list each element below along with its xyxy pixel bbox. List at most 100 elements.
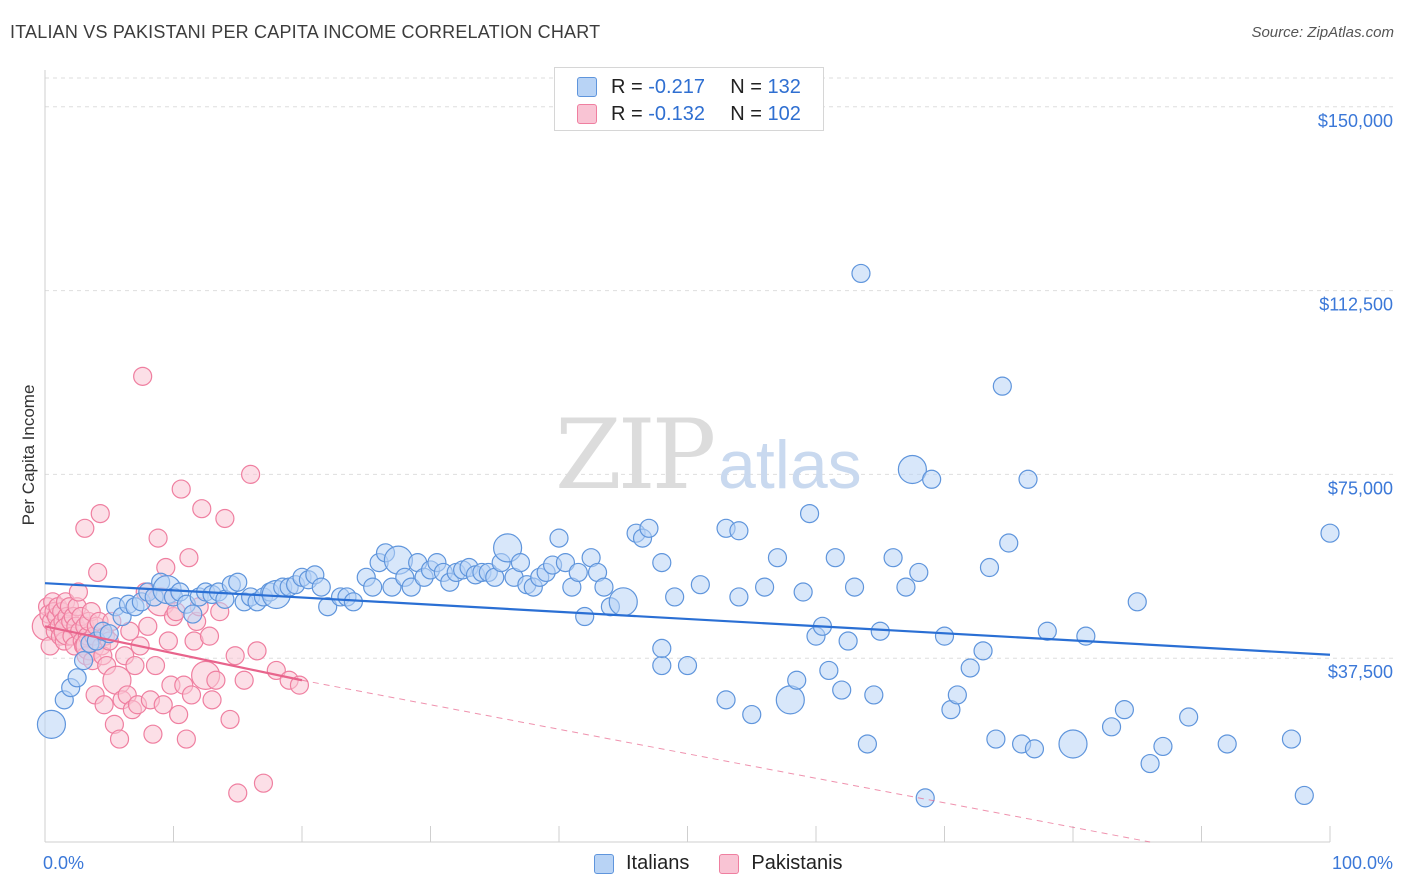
legend: R = -0.217 N = 132 R = -0.132 N = 102: [554, 67, 824, 131]
italian-point: [183, 604, 203, 624]
source-label: Source: ZipAtlas.com: [1251, 24, 1394, 41]
legend-item-pakistanis[interactable]: Pakistanis: [719, 852, 843, 875]
pakistanis-trend-extension: [301, 679, 1151, 843]
pakistani-point: [179, 548, 199, 568]
pakistani-point: [247, 641, 267, 661]
italian-point: [1140, 753, 1160, 774]
italian-point: [652, 638, 672, 658]
italian-point: [896, 577, 916, 597]
pakistani-point: [253, 773, 274, 793]
italian-point: [1320, 523, 1340, 543]
italians-legend-label: Italians: [626, 852, 690, 874]
italian-point: [1024, 739, 1045, 759]
italian-point: [311, 577, 331, 597]
pakistani-point: [88, 562, 108, 583]
italian-point: [825, 548, 845, 568]
italian-point: [799, 503, 820, 524]
italian-point: [665, 587, 685, 607]
italian-point: [742, 704, 762, 725]
italian-point: [992, 376, 1012, 396]
y-tick-label: $37,500: [1328, 662, 1393, 682]
italian-point: [363, 577, 383, 597]
italian-point: [986, 729, 1006, 749]
italian-point: [883, 548, 903, 568]
y-axis-label: Per Capita Income: [19, 385, 38, 526]
italians-trend-line: [44, 582, 1331, 656]
pakistani-point: [153, 695, 173, 715]
pakistani-point: [234, 670, 254, 690]
italians-legend-swatch: [594, 853, 614, 874]
legend-r-label: R =: [611, 75, 649, 98]
italian-point: [864, 685, 884, 705]
italian-point: [1127, 592, 1147, 612]
italian-point: [934, 626, 955, 646]
pakistani-point: [220, 709, 240, 730]
pakistani-point: [148, 528, 168, 548]
watermark-zip: ZIP: [555, 399, 714, 511]
series-legend: Italians Pakistanis: [594, 852, 873, 875]
italian-point: [979, 557, 1000, 578]
italian-point: [870, 621, 890, 641]
italian-point: [690, 575, 710, 595]
pakistani-point: [143, 724, 163, 744]
italian-point: [716, 690, 736, 710]
italian-point: [67, 668, 87, 688]
italian-point: [844, 577, 865, 597]
italian-point: [973, 641, 993, 661]
italian-point: [909, 562, 929, 583]
italian-point: [729, 587, 749, 607]
italian-point: [228, 572, 248, 592]
italian-point: [754, 577, 775, 597]
italian-point: [555, 553, 576, 573]
legend-item-italians[interactable]: Italians: [594, 852, 689, 875]
pakistani-point: [133, 366, 153, 386]
italian-point: [1153, 736, 1173, 757]
italian-point: [999, 533, 1019, 553]
pakistani-point: [241, 464, 261, 484]
pakistani-point: [68, 582, 89, 602]
italian-point: [960, 658, 980, 678]
pakistani-point: [181, 685, 202, 705]
italian-point: [857, 734, 878, 754]
x-tick-label-min: 0.0%: [43, 853, 84, 873]
italian-point: [775, 685, 805, 715]
italian-point: [838, 631, 858, 651]
italian-point: [608, 587, 638, 617]
italians-points: [36, 263, 1340, 808]
italian-point: [1018, 469, 1038, 489]
italian-point: [1101, 717, 1122, 737]
italian-point: [1114, 700, 1135, 720]
watermark-atlas: atlas: [718, 427, 862, 503]
italian-point: [819, 660, 839, 681]
pakistani-point: [206, 670, 226, 690]
italian-point: [922, 469, 942, 489]
italian-point: [318, 597, 338, 617]
pakistanis-legend-label: Pakistanis: [751, 852, 843, 874]
italian-point: [549, 528, 569, 548]
legend-r-label: R =: [611, 102, 649, 125]
italian-point: [1058, 729, 1088, 759]
italian-point: [1217, 734, 1237, 754]
tick-labels: $37,500 $75,000 $112,500 $150,000 0.0% 100.0%: [43, 111, 1393, 873]
italian-point: [639, 518, 659, 538]
pakistanis-trend-line: [44, 625, 303, 682]
legend-row-pakistanis: R = -0.132 N = 102: [577, 101, 801, 127]
pakistani-point: [94, 695, 114, 715]
italian-point: [832, 680, 852, 700]
trend-lines: [44, 582, 1331, 843]
pakistani-point: [225, 646, 245, 666]
italian-point: [594, 577, 614, 597]
pakistani-point: [90, 503, 110, 524]
italian-point: [677, 655, 698, 676]
italian-point: [787, 670, 807, 690]
y-tick-label: $75,000: [1328, 478, 1393, 498]
pakistani-point: [176, 729, 196, 749]
pakistani-point: [138, 616, 158, 636]
pakistani-point: [171, 479, 191, 499]
pakistani-point: [215, 508, 235, 529]
legend-n-label: N =: [730, 75, 768, 98]
italian-point: [767, 548, 788, 568]
pakistani-point: [75, 518, 95, 538]
legend-r-value: -0.217: [648, 75, 705, 98]
